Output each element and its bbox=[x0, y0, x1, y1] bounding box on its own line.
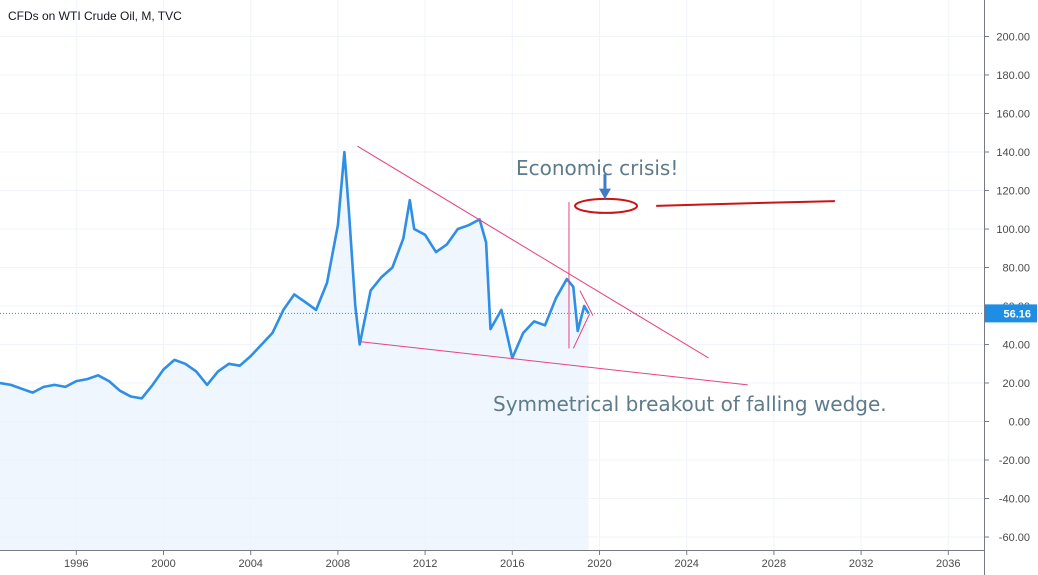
y-tick-label: 20.00 bbox=[1002, 378, 1030, 390]
crisis-horizontal-marker bbox=[656, 200, 835, 207]
x-tick-label: 2028 bbox=[762, 558, 786, 570]
x-tick-label: 2036 bbox=[936, 558, 960, 570]
y-tick-label: 40.00 bbox=[1002, 340, 1030, 352]
y-tick-label: -40.00 bbox=[999, 494, 1030, 506]
y-tick-label: 100.00 bbox=[996, 224, 1030, 236]
last-price-badge-bg bbox=[985, 304, 1037, 323]
y-tick-label: -20.00 bbox=[999, 455, 1030, 467]
x-tick-label: 2004 bbox=[238, 558, 262, 570]
y-tick-label: 80.00 bbox=[1002, 263, 1030, 275]
x-tick-label: 2032 bbox=[849, 558, 873, 570]
last-price-label: 56.16 bbox=[1003, 308, 1031, 320]
price-axis: 200.00 180.00 160.00 140.00 120.00 100.00 80.0… bbox=[984, 32, 1030, 544]
price-area-fill bbox=[0, 152, 589, 550]
small-wedge-line-a bbox=[572, 313, 591, 349]
x-tick-label: 2024 bbox=[674, 558, 698, 570]
x-tick-label: 2020 bbox=[587, 558, 611, 570]
annotation-wedge-breakout: Symmetrical breakout of falling wedge. bbox=[493, 392, 887, 416]
x-tick-label: 2000 bbox=[151, 558, 175, 570]
y-tick-label: 140.00 bbox=[996, 147, 1030, 159]
x-tick-label: 2008 bbox=[326, 558, 350, 570]
x-tick-label: 2016 bbox=[500, 558, 524, 570]
y-tick-label: 160.00 bbox=[996, 109, 1030, 121]
chart-title: CFDs on WTI Crude Oil, M, TVC bbox=[8, 9, 182, 23]
x-tick-label: 2012 bbox=[413, 558, 437, 570]
annotation-economic-crisis: Economic crisis! bbox=[516, 156, 678, 180]
time-axis: 1996 2000 2004 2008 2012 2016 2020 2024 2028 2032… bbox=[0, 550, 984, 570]
y-tick-label: 0.00 bbox=[1009, 417, 1030, 429]
small-wedge-line-b bbox=[579, 290, 594, 316]
y-tick-label: 120.00 bbox=[996, 186, 1030, 198]
drawing-overlays bbox=[357, 145, 835, 386]
last-price-badge: 56.16 bbox=[985, 304, 1037, 323]
x-tick-label: 1996 bbox=[64, 558, 88, 570]
crisis-arrow-head bbox=[598, 188, 611, 200]
price-series-line bbox=[0, 150, 590, 400]
y-tick-label: 180.00 bbox=[996, 70, 1030, 82]
wedge-upper-trendline bbox=[357, 145, 709, 359]
wedge-lower-trendline bbox=[359, 341, 748, 386]
y-tick-label: -60.00 bbox=[999, 532, 1030, 544]
y-tick-label: 200.00 bbox=[996, 32, 1030, 44]
crisis-ellipse-marker bbox=[574, 197, 639, 214]
